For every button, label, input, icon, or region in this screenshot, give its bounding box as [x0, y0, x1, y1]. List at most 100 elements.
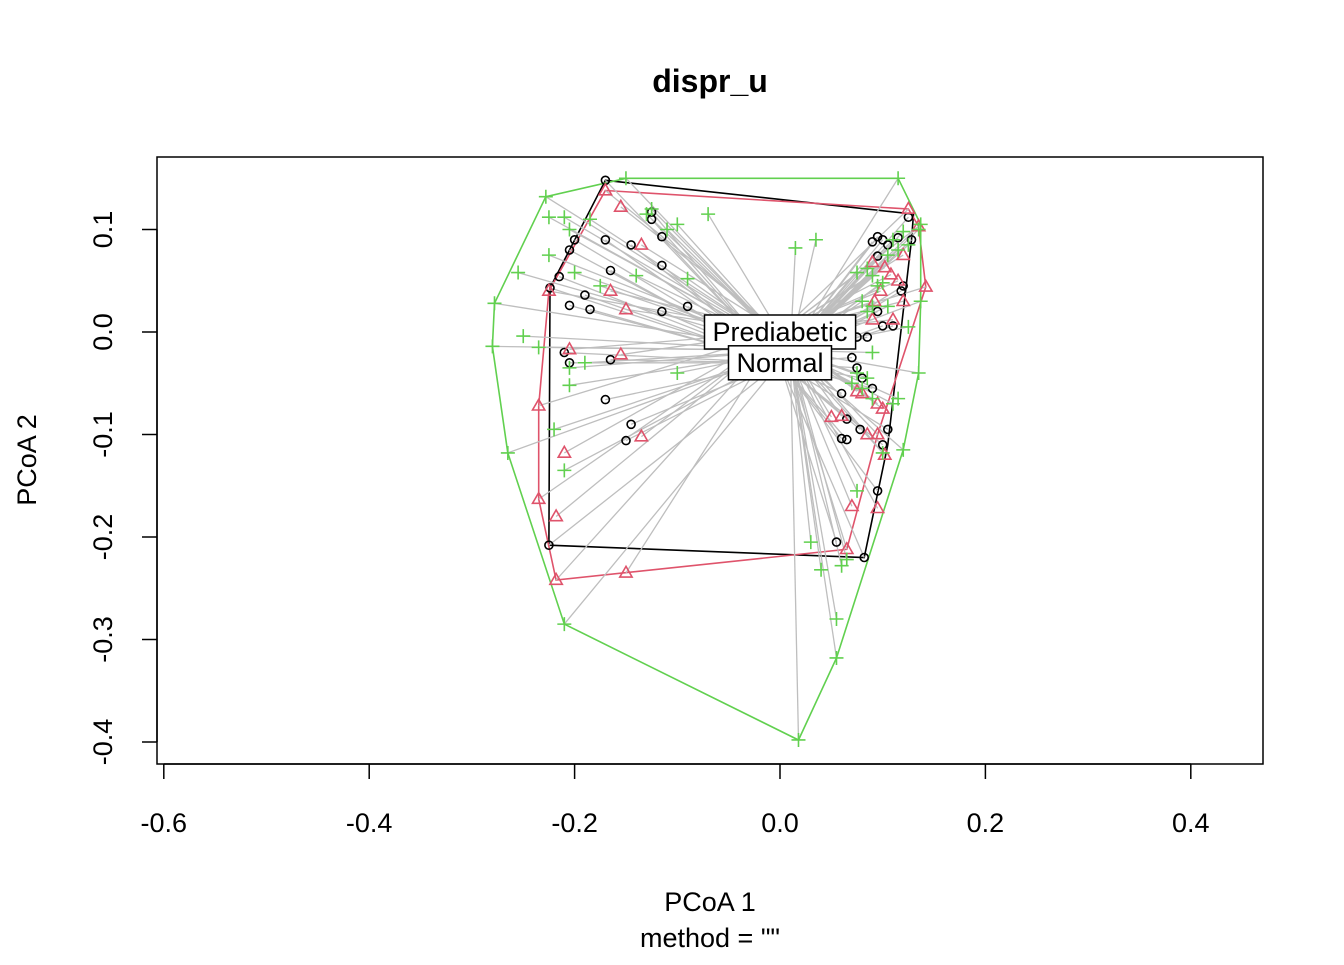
- point-plus: [487, 296, 502, 311]
- point-triangle: [618, 564, 634, 578]
- point-plus: [860, 261, 875, 276]
- point-triangle: [613, 198, 629, 212]
- point-plus: [850, 366, 865, 380]
- point-plus: [911, 222, 926, 237]
- point-plus: [891, 171, 906, 186]
- point-triangle: [870, 426, 886, 440]
- point-circle: [657, 260, 667, 271]
- point-plus: [567, 265, 582, 280]
- point-triangle: [556, 444, 572, 459]
- x-tick-label: 0.2: [967, 808, 1005, 838]
- point-circle: [657, 306, 667, 317]
- point-triangle: [548, 508, 564, 522]
- y-tick-label: -0.4: [88, 719, 118, 766]
- point-plus: [808, 232, 823, 247]
- point-circle: [559, 347, 570, 358]
- point-circle: [855, 424, 865, 435]
- point-plus: [547, 422, 562, 437]
- point-triangle: [859, 426, 875, 440]
- hull-layer: [491, 177, 927, 742]
- point-triangle: [864, 254, 880, 268]
- point-circle: [605, 354, 616, 365]
- point-plus: [562, 222, 577, 237]
- point-plus: [562, 378, 577, 393]
- plot-frame: [156, 156, 1264, 765]
- point-plus: [670, 217, 685, 232]
- point-plus: [911, 366, 926, 380]
- point-plus: [865, 391, 880, 406]
- point-triangle: [877, 259, 893, 273]
- point-circle: [872, 486, 883, 496]
- point-plus: [829, 612, 844, 626]
- point-triangle: [823, 408, 839, 423]
- point-circle: [564, 245, 575, 255]
- point-triangle: [866, 293, 883, 307]
- y-tick-label: -0.2: [88, 514, 118, 561]
- point-circle: [545, 283, 555, 293]
- point-circle: [569, 235, 580, 245]
- point-circle: [544, 540, 554, 551]
- centroid-label: Normal: [736, 348, 823, 378]
- point-plus: [485, 339, 500, 354]
- point-plus: [865, 268, 880, 283]
- point-plus: [644, 202, 659, 216]
- point-triangle: [895, 293, 911, 307]
- y-axis: -0.4 -0.3 -0.2 -0.1 0.0 0.1: [88, 211, 158, 766]
- point-plus: [538, 189, 553, 204]
- point-circle: [836, 433, 847, 444]
- spider-segment: [548, 362, 781, 546]
- point-plus: [541, 248, 556, 263]
- point-plus: [850, 483, 865, 498]
- point-plus: [788, 240, 803, 255]
- point-plus: [593, 278, 608, 293]
- centroid-label: Prediabetic: [712, 317, 847, 347]
- point-circle: [872, 251, 883, 261]
- point-circle: [682, 301, 693, 312]
- point-plus: [701, 207, 716, 222]
- point-circle: [862, 332, 873, 342]
- point-triangle: [895, 246, 911, 261]
- point-plus: [562, 360, 577, 375]
- point-plus: [500, 445, 515, 460]
- point-circle: [841, 414, 852, 424]
- point-circle: [626, 240, 636, 250]
- point-circle: [906, 235, 917, 245]
- point-plus: [875, 445, 890, 460]
- point-plus: [860, 371, 875, 386]
- point-circle: [841, 434, 852, 445]
- point-plus: [557, 617, 572, 632]
- point-circle: [836, 388, 847, 399]
- point-triangle: [849, 383, 865, 397]
- point-plus: [901, 319, 916, 334]
- point-circle: [600, 394, 611, 405]
- point-triangle: [883, 266, 899, 280]
- point-triangle: [531, 397, 547, 411]
- point-plus: [511, 265, 526, 280]
- spider-segment: [563, 349, 791, 625]
- point-plus: [880, 248, 895, 263]
- x-tick-label: 0.0: [761, 808, 799, 838]
- point-circle: [564, 300, 575, 311]
- point-triangle: [875, 400, 891, 414]
- y-tick-label: -0.3: [88, 616, 118, 663]
- spider-segment: [789, 350, 838, 659]
- point-plus: [541, 210, 556, 225]
- point-circle: [882, 424, 893, 435]
- y-tick-label: 0.0: [88, 313, 118, 351]
- point-circle: [859, 552, 870, 563]
- point-plus: [829, 650, 844, 665]
- y-tick-label: 0.1: [88, 211, 118, 249]
- point-triangle: [561, 341, 577, 355]
- x-axis-label: PCoA 1: [664, 887, 756, 917]
- point-triangle: [890, 272, 906, 286]
- point-triangle: [864, 311, 880, 325]
- spider-layer: [492, 177, 926, 741]
- point-triangle: [548, 571, 564, 586]
- point-plus: [844, 376, 859, 391]
- point-circle: [847, 352, 857, 363]
- point-circle: [893, 232, 903, 243]
- point-circle: [554, 271, 565, 282]
- point-plus: [913, 294, 928, 309]
- point-triangle: [603, 282, 619, 297]
